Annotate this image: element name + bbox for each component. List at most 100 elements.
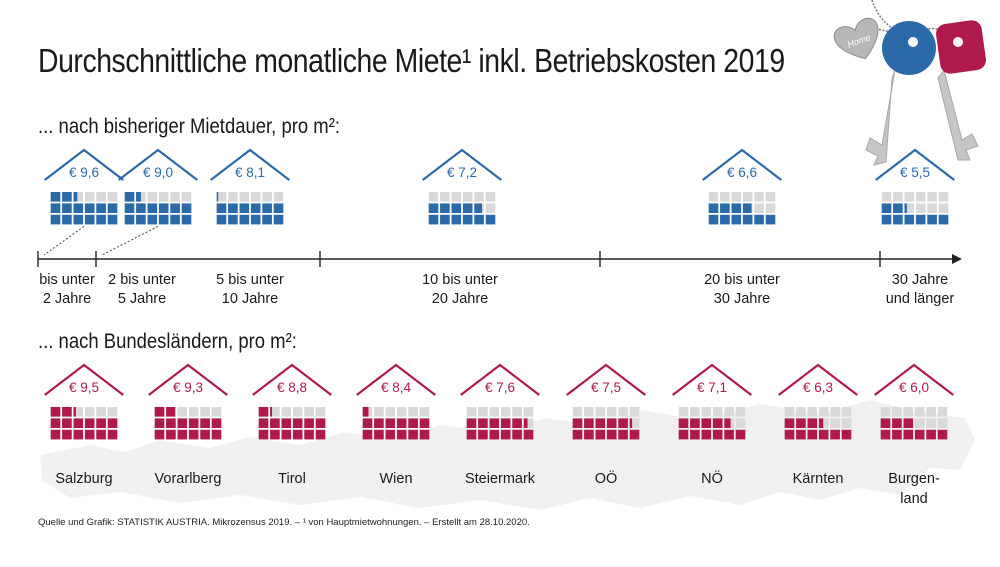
- duration-house-5-cell-filled: [938, 214, 949, 225]
- duration-house-0-cell-empty: [96, 192, 106, 202]
- duration-house-4-cell-empty: [754, 203, 764, 213]
- state-category-label-6: NÖ: [701, 469, 723, 487]
- duration-house-3-cell-filled: [428, 214, 439, 225]
- state-house-4-cell-filled: [478, 429, 488, 440]
- duration-house-3-cell-empty: [428, 192, 439, 202]
- duration-category-label-2: 5 bis unter: [216, 272, 284, 288]
- duration-category-label-1: 5 Jahre: [118, 291, 166, 307]
- duration-house-5-cell-filled: [904, 214, 915, 225]
- duration-house-1-cell-filled: [181, 214, 192, 225]
- state-house-0-cell-filled: [50, 407, 61, 417]
- state-house-7-cell-empty: [807, 407, 818, 417]
- duration-category-label-0: bis unter: [39, 272, 95, 288]
- state-house-3-cell-filled: [408, 429, 418, 440]
- state-house-7-cell-empty: [818, 418, 829, 428]
- duration-house-1-cell-filled: [124, 192, 135, 202]
- duration-house-1-cell-empty: [170, 192, 180, 202]
- state-house-1-cell-filled: [177, 418, 188, 428]
- state-house-7-cell-empty: [841, 407, 852, 417]
- duration-house-2-cell-filled: [273, 214, 284, 225]
- duration-house-0-cell-filled: [96, 203, 106, 213]
- state-house-8-cell-empty: [937, 407, 948, 417]
- duration-house-1-cell-filled: [147, 203, 158, 213]
- state-house-1-cell-empty: [200, 407, 210, 417]
- duration-house-0-cell-empty: [73, 192, 84, 202]
- duration-house-4-cell-filled: [742, 214, 753, 225]
- duration-house-5-cell-empty: [915, 192, 926, 202]
- state-house-8-cell-filled: [880, 418, 891, 428]
- state-house-5-cell-filled: [618, 418, 628, 428]
- duration-house-0-cell-empty: [84, 192, 95, 202]
- state-house-0-cell-filled: [73, 407, 76, 417]
- state-house-3-cell-filled: [385, 429, 396, 440]
- state-house-1-cell-filled: [154, 407, 165, 417]
- state-house-0-cell-filled: [73, 429, 84, 440]
- duration-house-1-cell-filled: [158, 203, 169, 213]
- state-house-0-cell-filled: [107, 429, 118, 440]
- duration-house-3-value-label: € 7,2: [447, 165, 477, 180]
- state-house-0-cell-empty: [84, 407, 95, 417]
- state-house-5-cell-filled: [572, 429, 583, 440]
- state-house-1-cell-filled: [166, 407, 176, 417]
- duration-house-2-value-label: € 8,1: [235, 165, 265, 180]
- duration-house-2-cell-empty: [250, 192, 261, 202]
- state-house-1-cell-empty: [188, 407, 199, 417]
- state-house-7-cell-filled: [841, 429, 852, 440]
- state-category-label-4: Steiermark: [465, 471, 536, 487]
- state-house-6-cell-filled: [712, 418, 723, 428]
- source-note: Quelle und Grafik: STATISTIK AUSTRIA. Mi…: [38, 517, 530, 528]
- state-house-4-roof-icon: [460, 363, 540, 396]
- state-house-2-cell-filled: [258, 407, 269, 417]
- state-house-0-cell-filled: [84, 429, 95, 440]
- state-house-5-cell-filled: [606, 429, 617, 440]
- state-house-1-cell-filled: [200, 418, 210, 428]
- state-house-5-roof-icon: [566, 363, 646, 396]
- state-house-0-cell-empty: [73, 407, 84, 417]
- state-house-3-cell-filled: [362, 429, 373, 440]
- state-house-2-cell-filled: [304, 418, 314, 428]
- state-house-4-cell-empty: [478, 407, 488, 417]
- duration-house-5-cell-empty: [893, 192, 903, 202]
- duration-house-3-cell-empty: [440, 192, 450, 202]
- duration-house-0-value-label: € 9,6: [69, 165, 99, 180]
- duration-house-4-cell-empty: [731, 192, 742, 202]
- state-house-8-cell-empty: [880, 407, 891, 417]
- subtitle-duration: ... nach bisheriger Mietdauer, pro m²:: [38, 115, 340, 138]
- duration-category-label-2: 10 Jahre: [222, 291, 278, 307]
- state-house-6-value-label: € 7,1: [697, 380, 727, 395]
- state-house-0-cell-empty: [107, 407, 118, 417]
- state-house-4-cell-filled: [523, 429, 534, 440]
- state-house-5-cell-empty: [606, 407, 617, 417]
- duration-category-label-1: 2 bis unter: [108, 272, 176, 288]
- duration-house-0-cell-filled: [107, 214, 118, 225]
- duration-house-2-cell-filled: [250, 203, 261, 213]
- state-house-4-cell-filled: [466, 418, 477, 428]
- state-house-2-cell-filled: [315, 429, 326, 440]
- state-house-3-cell-filled: [362, 418, 373, 428]
- state-house-7-cell-filled: [796, 418, 806, 428]
- state-house-6-cell-filled: [724, 429, 734, 440]
- state-house-2-roof-icon: [252, 363, 332, 396]
- duration-house-1-cell-filled: [136, 192, 141, 202]
- duration-house-2-cell-empty: [262, 192, 272, 202]
- state-house-4-cell-filled: [466, 429, 477, 440]
- duration-house-1-cell-filled: [124, 203, 135, 213]
- state-house-3-cell-filled: [396, 429, 407, 440]
- duration-axis-arrow: [952, 254, 962, 264]
- state-house-1-cell-filled: [188, 429, 199, 440]
- state-house-8-cell-filled: [880, 429, 891, 440]
- duration-house-1-cell-empty: [158, 192, 169, 202]
- duration-house-0-cell-filled: [84, 203, 95, 213]
- duration-house-0-cell-filled: [62, 203, 72, 213]
- state-house-0-cell-filled: [50, 418, 61, 428]
- duration-house-5-value-label: € 5,5: [900, 165, 930, 180]
- state-house-6-cell-empty: [712, 407, 723, 417]
- state-house-3-roof-icon: [356, 363, 436, 396]
- duration-house-2-cell-empty: [273, 192, 284, 202]
- duration-house-3-cell-filled: [474, 203, 482, 213]
- duration-house-4-cell-filled: [742, 203, 752, 213]
- state-house-2-cell-filled: [292, 418, 303, 428]
- duration-house-4-cell-filled: [754, 214, 764, 225]
- state-house-7-cell-empty: [818, 407, 829, 417]
- state-house-0-cell-filled: [62, 418, 72, 428]
